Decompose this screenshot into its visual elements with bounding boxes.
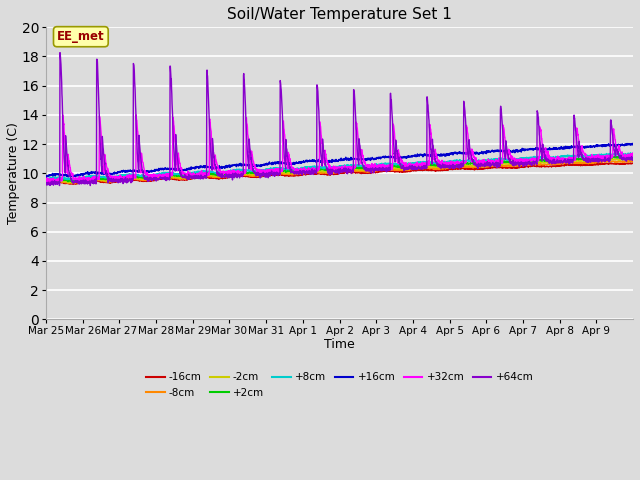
Y-axis label: Temperature (C): Temperature (C): [7, 122, 20, 224]
Text: EE_met: EE_met: [57, 30, 105, 43]
Legend: -16cm, -8cm, -2cm, +2cm, +8cm, +16cm, +32cm, +64cm: -16cm, -8cm, -2cm, +2cm, +8cm, +16cm, +3…: [141, 368, 538, 402]
X-axis label: Time: Time: [324, 338, 355, 351]
Title: Soil/Water Temperature Set 1: Soil/Water Temperature Set 1: [227, 7, 452, 22]
